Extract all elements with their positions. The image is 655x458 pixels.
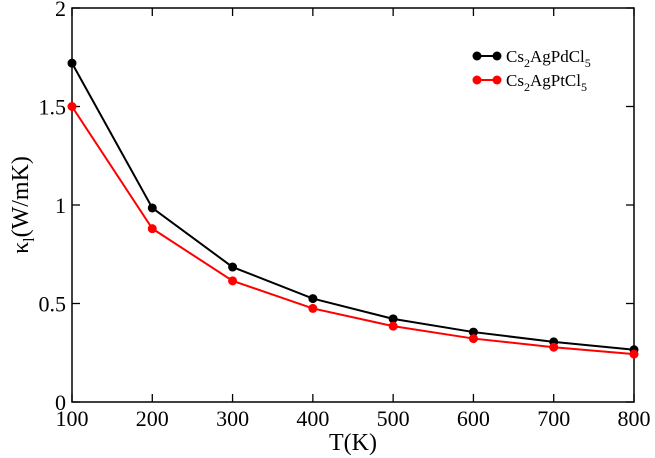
data-point [67,58,77,68]
data-point [308,303,318,313]
data-point [147,203,157,213]
y-axis-title: κl(W/mK) [8,156,38,254]
x-tick-label: 300 [216,406,249,431]
legend-marker-pt-right [492,75,502,85]
data-point [147,224,157,234]
axis-ticks: 100 200 300 400 500 600 700 800 0 0.5 1 1.5 2 [39,0,651,431]
series-pd [67,58,639,355]
legend-marker-pd-left [472,51,482,61]
data-point [388,314,398,324]
y-tick-label: 0.5 [39,292,67,317]
series-line [71,105,635,356]
data-point [308,294,318,304]
y-tick-label: 1.5 [39,95,67,120]
legend-item-pd: Cs2AgPdCl5 [472,47,591,70]
data-point [228,276,238,286]
x-tick-label: 600 [457,406,490,431]
x-tick-label: 500 [377,406,410,431]
x-tick-label: 400 [296,406,329,431]
x-tick-label: 700 [537,406,570,431]
series-line [71,62,635,351]
x-tick-label: 800 [618,406,651,431]
y-tick-label: 1 [55,193,66,218]
x-axis-title: T(K) [329,430,377,456]
x-tick-label: 200 [136,406,169,431]
y-tick-label: 0 [55,390,66,415]
legend: Cs2AgPdCl5 Cs2AgPtCl5 [472,47,591,94]
data-point [67,102,77,111]
data-point [629,349,639,359]
data-point [468,327,478,337]
series-pt [67,102,639,359]
y-tick-label: 2 [55,0,66,21]
data-series [67,58,639,359]
legend-label-pt: Cs2AgPtCl5 [506,71,587,94]
legend-marker-pd-right [492,51,502,61]
data-point [549,342,559,352]
data-point [228,262,238,272]
data-point [388,321,398,331]
data-point [468,334,478,344]
legend-label-pd: Cs2AgPdCl5 [506,47,591,70]
legend-item-pt: Cs2AgPtCl5 [472,71,587,94]
legend-marker-pt-left [472,75,482,85]
x-tick-label: 100 [56,406,89,431]
